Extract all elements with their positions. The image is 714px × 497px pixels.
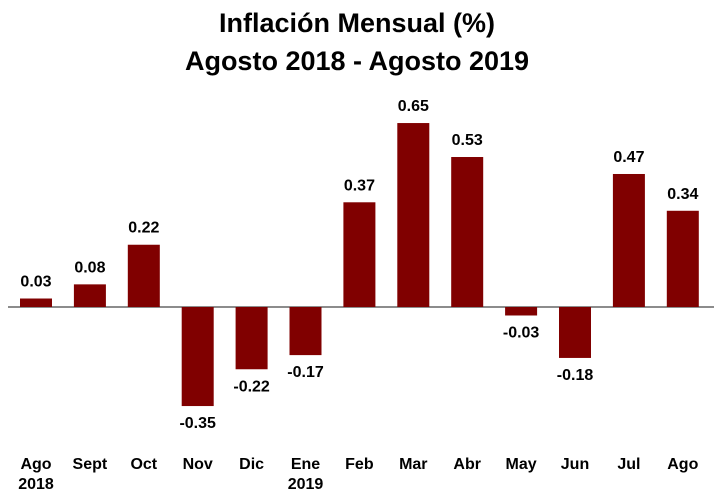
x-tick-label: Jun	[560, 456, 590, 473]
x-tick-label: Abr	[453, 456, 481, 473]
data-label: -0.17	[287, 364, 324, 381]
bar	[559, 307, 591, 358]
bar	[397, 123, 430, 307]
x-tick-label: Nov	[182, 456, 213, 473]
data-label: -0.22	[233, 378, 270, 395]
data-label: 0.65	[398, 98, 429, 115]
data-label: 0.53	[452, 132, 483, 149]
x-tick-label: Mar	[399, 456, 428, 473]
bar	[20, 298, 52, 307]
bar	[127, 244, 160, 307]
x-tick-label: Jul	[617, 456, 641, 473]
x-tick-label: Sept	[72, 456, 108, 473]
chart-title: Inflación Mensual (%) Agosto 2018 - Agos…	[184, 8, 530, 76]
x-tick-label: May	[505, 456, 537, 473]
bar	[73, 284, 106, 307]
data-label: -0.35	[179, 415, 216, 432]
data-label: 0.47	[613, 149, 644, 166]
bar	[181, 307, 214, 407]
data-label: 0.34	[667, 186, 698, 203]
data-label: 0.37	[344, 177, 375, 194]
data-label: 0.08	[74, 259, 105, 276]
x-tick-label: Feb	[345, 456, 374, 473]
data-label: -0.18	[557, 367, 594, 384]
x-tick-label: Dic	[239, 456, 265, 473]
x-tick-label: Oct	[130, 456, 158, 473]
x-tick-label: Ene 2019	[287, 456, 324, 493]
bar	[235, 307, 268, 370]
bar	[343, 202, 376, 307]
bar	[451, 157, 484, 307]
bar	[612, 173, 645, 307]
data-label: 0.22	[128, 220, 159, 237]
bar	[666, 210, 699, 307]
bar	[505, 307, 538, 316]
data-label: 0.03	[20, 274, 51, 291]
data-label: -0.03	[503, 324, 540, 341]
bar	[289, 307, 322, 356]
x-tick-label: Ago	[667, 456, 699, 473]
x-tick-label: Ago 2018	[18, 456, 54, 493]
